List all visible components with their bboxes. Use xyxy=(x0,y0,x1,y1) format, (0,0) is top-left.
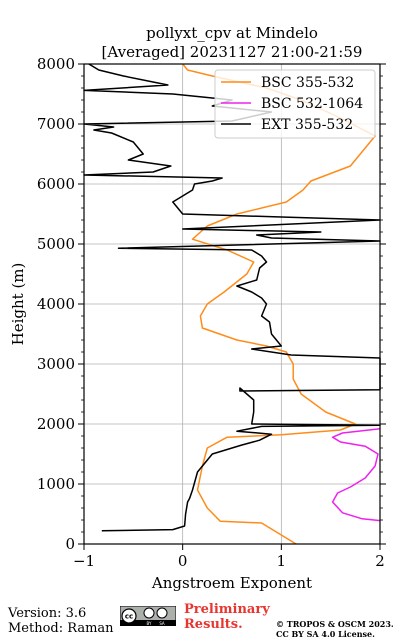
chart-title: pollyxt_cpv at Mindelo xyxy=(146,24,318,42)
x-axis-label: Angstroem Exponent xyxy=(151,574,312,592)
copyright-line-1: © TROPOS & OSCM 2023. xyxy=(276,619,394,629)
y-tick-label: 0 xyxy=(65,535,75,553)
y-tick-label: 1000 xyxy=(37,475,75,493)
y-axis-label: Height (m) xyxy=(9,263,27,346)
legend-label: EXT 355-532 xyxy=(261,117,353,133)
version-text: Version: 3.6 xyxy=(8,606,87,621)
preliminary-note: Preliminary Results. xyxy=(184,602,284,632)
method-text: Method: Raman xyxy=(8,621,114,636)
series-line xyxy=(331,428,381,522)
legend-label: BSC 532-1064 xyxy=(261,96,363,112)
cc-license-logo: cc BY SA xyxy=(120,606,176,626)
y-tick-label: 4000 xyxy=(37,295,75,313)
y-tick-label: 7000 xyxy=(37,115,75,133)
y-tick-label: 6000 xyxy=(37,175,75,193)
series-line xyxy=(83,63,381,532)
legend-box xyxy=(214,69,376,139)
svg-text:BY: BY xyxy=(147,621,153,626)
y-tick-label: 3000 xyxy=(37,355,75,373)
x-tick-label: 0 xyxy=(178,552,188,570)
copyright-line-2: CC BY SA 4.0 License. xyxy=(276,629,375,639)
svg-text:cc: cc xyxy=(125,613,133,621)
preliminary-line-2: Results. xyxy=(184,617,243,632)
x-tick-label: −1 xyxy=(73,552,95,570)
series-layer xyxy=(83,63,381,545)
legend: BSC 355-532 BSC 532-1064 EXT 355-532 xyxy=(214,69,376,139)
series-line xyxy=(182,63,376,545)
x-tick-label: 1 xyxy=(277,552,287,570)
angstroem-chart: pollyxt_cpv at Mindelo [Averaged] 202311… xyxy=(9,24,386,592)
y-tick-label: 2000 xyxy=(37,415,75,433)
y-tick-label: 8000 xyxy=(37,55,75,73)
legend-label: BSC 355-532 xyxy=(261,75,354,91)
x-tick-label: 2 xyxy=(375,552,385,570)
chart-subtitle: [Averaged] 20231127 21:00-21:59 xyxy=(102,43,363,61)
svg-text:SA: SA xyxy=(159,621,165,626)
preliminary-line-1: Preliminary xyxy=(184,602,270,617)
y-tick-label: 5000 xyxy=(37,235,75,253)
copyright-note: © TROPOS & OSCM 2023. CC BY SA 4.0 Licen… xyxy=(276,619,400,639)
